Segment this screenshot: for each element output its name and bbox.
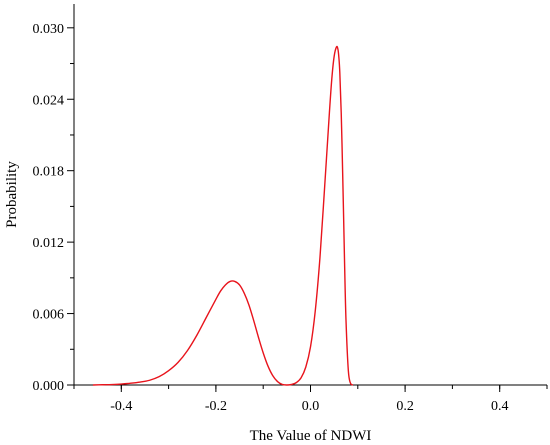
y-tick-label: 0.024 xyxy=(33,93,65,108)
probability-series-line xyxy=(92,45,354,386)
x-tick-label: 0.2 xyxy=(396,399,414,414)
y-axis-ticks: 0.000 0.006 0.012 0.018 0.024 0.030 xyxy=(33,22,74,394)
x-axis-title: The Value of NDWI xyxy=(250,428,372,444)
x-tick-label: 0.0 xyxy=(302,399,320,414)
y-axis-title: Probability xyxy=(4,161,20,228)
x-axis-ticks: -0.4 -0.2 0.0 0.2 0.4 xyxy=(73,385,548,414)
x-tick-label: -0.4 xyxy=(110,399,132,414)
y-tick-label: 0.012 xyxy=(33,236,65,251)
y-tick-label: 0.030 xyxy=(33,22,65,37)
y-tick-label: 0.006 xyxy=(33,308,65,323)
x-tick-label: 0.4 xyxy=(491,399,509,414)
plot-frame xyxy=(73,4,547,386)
series-layer xyxy=(92,45,354,386)
x-tick-label: -0.2 xyxy=(205,399,227,414)
y-tick-label: 0.018 xyxy=(33,165,65,180)
y-tick-label: 0.000 xyxy=(33,379,65,394)
